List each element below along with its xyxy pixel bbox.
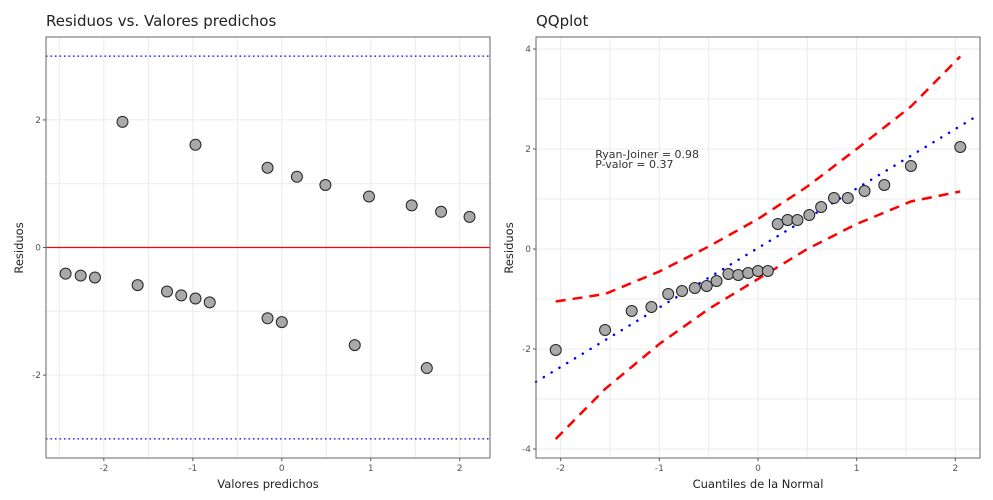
x-axis-label-residuals: Valores predichos	[217, 477, 318, 491]
y-axis-label-residuals: Residuos	[12, 222, 26, 273]
x-tick-label: 1	[854, 464, 860, 474]
y-tick-label: -2	[522, 345, 531, 355]
y-tick-label: 0	[35, 244, 41, 254]
x-tick-label: -2	[556, 464, 565, 474]
data-point	[732, 269, 745, 281]
data-point	[904, 160, 917, 172]
x-tick-label: -2	[99, 464, 108, 474]
data-point	[599, 324, 612, 336]
data-point	[88, 271, 101, 284]
x-tick-label: -1	[655, 464, 664, 474]
data-point	[722, 268, 735, 280]
data-point	[116, 115, 129, 128]
data-point	[261, 312, 274, 325]
data-point	[662, 288, 675, 300]
data-point	[858, 185, 871, 197]
y-axis-label-qqplot: Residuos	[502, 222, 516, 273]
data-point	[761, 265, 774, 277]
y-tick-label: 2	[35, 116, 41, 126]
data-point	[878, 179, 891, 191]
data-point	[781, 214, 794, 226]
data-point	[189, 292, 202, 305]
data-point	[463, 210, 476, 223]
data-point	[131, 279, 144, 292]
y-tick-label: 0	[525, 245, 531, 255]
ryan-joiner-annotation: Ryan-Joiner = 0.98	[595, 148, 699, 161]
data-point	[625, 305, 638, 317]
chart-title-qqplot: QQplot	[536, 12, 588, 30]
chart-title-residuals: Residuos vs. Valores predichos	[46, 12, 276, 30]
data-point	[676, 285, 689, 297]
residuals-panel: -2 -1 0 1 2 -2 0 2	[32, 36, 491, 474]
p-value-annotation: P-valor = 0.37	[595, 158, 673, 171]
data-point	[362, 190, 375, 203]
data-point	[645, 301, 658, 313]
data-point	[348, 339, 361, 352]
data-point	[290, 170, 303, 183]
data-point	[420, 362, 433, 375]
data-point	[261, 161, 274, 174]
data-point	[549, 344, 562, 356]
upper-confidence-band	[555, 55, 962, 303]
x-tick-label: 0	[755, 464, 761, 474]
data-point	[954, 141, 967, 153]
y-tick-label: 4	[525, 45, 531, 55]
qqplot-panel: -2 -1 0 1 2 -4 -2 0 2 4	[522, 36, 982, 474]
data-point	[841, 192, 854, 204]
plot-border	[45, 36, 491, 459]
data-point	[161, 285, 174, 298]
y-tick-label: 2	[525, 145, 531, 155]
data-point	[803, 209, 816, 221]
data-point	[175, 289, 188, 302]
data-point	[74, 269, 87, 282]
x-axis-label-qqplot: Cuantiles de la Normal	[693, 477, 824, 491]
x-tick-label: 1	[368, 464, 374, 474]
data-point	[771, 218, 784, 230]
y-tick-label: -2	[32, 371, 41, 381]
x-tick-label: 2	[952, 464, 958, 474]
data-point	[435, 205, 448, 218]
plot-border	[535, 36, 981, 459]
data-point	[203, 296, 216, 309]
data-point	[275, 316, 288, 329]
data-point	[752, 265, 764, 277]
data-point	[405, 199, 418, 212]
data-point	[791, 214, 804, 226]
x-tick-label: 2	[457, 464, 463, 474]
data-point	[710, 275, 723, 287]
data-point	[59, 267, 72, 280]
data-point	[319, 178, 332, 191]
data-point	[742, 267, 755, 279]
y-tick-label: -4	[522, 445, 531, 455]
x-tick-label: 0	[279, 464, 285, 474]
x-tick-label: -1	[188, 464, 197, 474]
data-point	[827, 192, 840, 204]
lower-confidence-band	[554, 190, 961, 440]
data-point	[189, 138, 202, 151]
data-point	[688, 282, 701, 294]
data-point	[815, 201, 828, 213]
data-point	[700, 280, 713, 292]
